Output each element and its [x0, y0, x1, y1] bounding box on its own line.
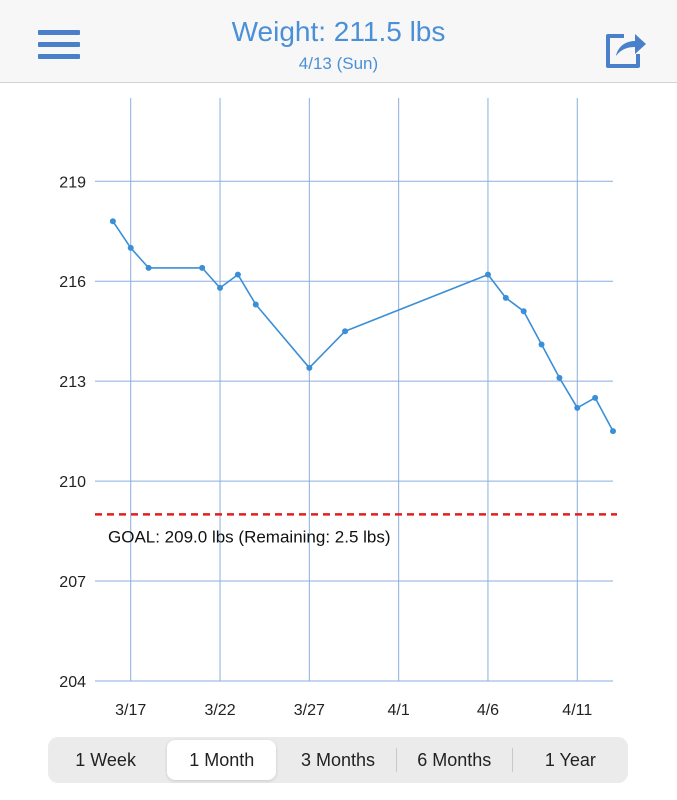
x-tick-label: 4/6 [477, 702, 499, 719]
x-tick-label: 4/1 [388, 702, 410, 719]
data-point [234, 271, 241, 278]
menu-bar [38, 54, 80, 59]
weight-chart: 219 216 213 210 207 204 3/17 3/22 3/27 4/1 4/6 4/11… [59, 98, 617, 719]
segment-separator [279, 748, 280, 772]
segment-separator [511, 748, 513, 772]
data-point [520, 308, 527, 315]
segment-separator [163, 748, 164, 772]
data-point [252, 301, 259, 308]
y-tick-label: 210 [59, 474, 86, 491]
data-point [342, 328, 349, 335]
y-tick-label: 216 [59, 274, 86, 291]
share-icon-graphic [606, 34, 646, 68]
x-tick-label: 3/22 [204, 702, 235, 719]
y-tick-label: 219 [59, 174, 86, 191]
date-subtitle: 4/13 (Sun) [298, 54, 379, 73]
range-option-1-month[interactable]: 1 Month [167, 740, 277, 780]
weight-series-line [112, 220, 614, 432]
data-point [610, 428, 616, 435]
data-point [556, 374, 563, 381]
page-title: Weight: 211.5 lbs [231, 16, 446, 47]
range-option-6-months[interactable]: 6 Months [417, 749, 492, 770]
x-tick-label: 3/27 [294, 702, 325, 719]
range-selector: 1 Week 1 Month 3 Months 6 Months 1 Year [48, 737, 628, 783]
segment-separator [395, 748, 397, 772]
data-point [145, 264, 152, 271]
range-option-1-week[interactable]: 1 Week [75, 749, 136, 770]
menu-bar [38, 42, 80, 47]
data-point [484, 271, 491, 278]
menu-bar [38, 30, 80, 35]
range-option-1-year[interactable]: 1 Year [544, 749, 596, 770]
data-point [592, 394, 599, 401]
share-icon[interactable] [602, 26, 650, 70]
data-point [574, 404, 581, 411]
y-tick-label: 204 [59, 674, 86, 691]
hamburger-menu-icon[interactable] [38, 30, 82, 62]
data-point [127, 244, 134, 251]
data-point [306, 364, 313, 371]
y-tick-label: 207 [59, 574, 86, 591]
y-tick-label: 213 [59, 374, 86, 391]
goal-label: GOAL: 209.0 lbs (Remaining: 2.5 lbs) [108, 527, 391, 546]
data-point [199, 264, 206, 271]
x-tick-label: 3/17 [115, 702, 146, 719]
app-header: Weight: 211.5 lbs 4/13 (Sun) [0, 0, 677, 83]
range-option-3-months[interactable]: 3 Months [300, 749, 376, 770]
data-point [217, 284, 224, 291]
data-point [502, 294, 509, 301]
data-point [538, 341, 545, 348]
x-tick-label: 4/11 [562, 702, 592, 719]
data-point [109, 218, 116, 225]
